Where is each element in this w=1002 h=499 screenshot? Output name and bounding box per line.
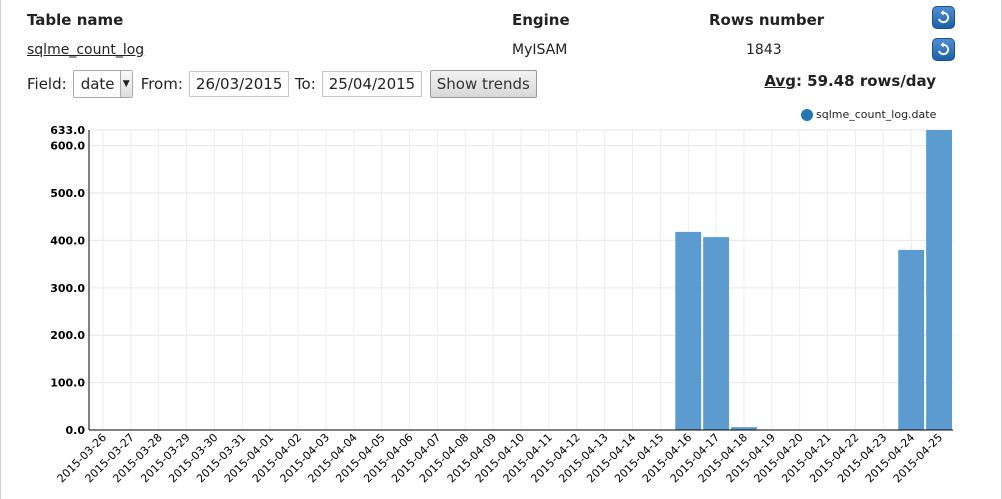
- avg-value: : 59.48 rows/day: [795, 72, 936, 90]
- to-date-input[interactable]: [321, 71, 422, 97]
- legend-dot: [801, 108, 813, 121]
- from-date-input[interactable]: [188, 71, 289, 97]
- rows-number-value: 1843: [746, 42, 782, 58]
- field-select[interactable]: date ▼: [72, 70, 133, 98]
- y-tick-label: 100.0: [50, 377, 85, 390]
- refresh-row-button[interactable]: [932, 38, 955, 61]
- bar: [731, 427, 757, 430]
- from-label: From:: [140, 75, 183, 93]
- col-header-engine: Engine: [512, 11, 570, 29]
- y-tick-label: 0.0: [66, 424, 86, 437]
- y-tick-label: 400.0: [50, 234, 85, 247]
- refresh-icon: [938, 42, 950, 56]
- bar: [675, 231, 702, 430]
- refresh-icon: [938, 10, 950, 24]
- avg-label: Avg: [764, 72, 796, 90]
- y-tick-label: 300.0: [50, 282, 85, 295]
- col-header-table-name: Table name: [27, 11, 124, 29]
- bar: [926, 130, 952, 430]
- col-header-rows-number: Rows number: [709, 11, 825, 29]
- refresh-header-button[interactable]: [932, 6, 955, 29]
- trends-toolbar: Field: date ▼ From: To: Show trends: [27, 70, 537, 98]
- field-label: Field:: [27, 75, 67, 93]
- bar: [898, 249, 925, 430]
- field-select-value: date: [80, 75, 115, 93]
- y-tick-label: 500.0: [50, 187, 85, 200]
- legend-label: sqlme_count_log.date: [816, 108, 937, 121]
- chart-legend: sqlme_count_log.date: [801, 108, 936, 121]
- chevron-down-icon: ▼: [119, 71, 132, 97]
- y-tick-label: 633.0: [50, 124, 85, 137]
- bar: [703, 237, 730, 430]
- y-tick-label: 600.0: [50, 140, 85, 153]
- table-name-link[interactable]: sqlme_count_log: [27, 42, 145, 58]
- avg-summary: Avg: 59.48 rows/day: [764, 72, 936, 90]
- y-tick-label: 200.0: [50, 329, 85, 342]
- show-trends-button[interactable]: Show trends: [429, 70, 537, 98]
- to-label: To:: [294, 75, 316, 93]
- engine-value: MyISAM: [512, 42, 568, 58]
